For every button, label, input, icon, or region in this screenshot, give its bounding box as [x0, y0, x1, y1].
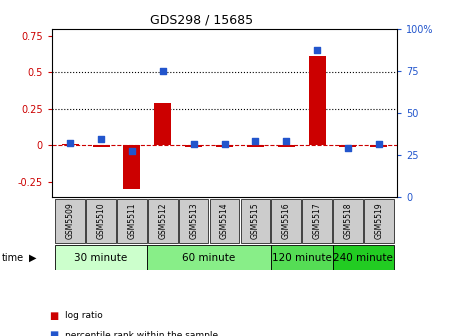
Point — [252, 138, 259, 144]
Bar — [92, 145, 110, 147]
Text: GSM5519: GSM5519 — [374, 203, 383, 239]
FancyBboxPatch shape — [55, 199, 85, 243]
Bar — [370, 145, 387, 147]
Text: GSM5512: GSM5512 — [158, 203, 167, 239]
Text: 120 minute: 120 minute — [272, 253, 332, 263]
Text: 30 minute: 30 minute — [75, 253, 128, 263]
Point — [66, 140, 74, 145]
Text: GSM5518: GSM5518 — [343, 203, 352, 239]
Point — [283, 138, 290, 144]
Point — [221, 142, 228, 147]
Text: GSM5509: GSM5509 — [66, 203, 75, 239]
Text: log ratio: log ratio — [65, 311, 103, 320]
FancyBboxPatch shape — [86, 199, 116, 243]
Bar — [154, 103, 171, 145]
Point — [375, 142, 383, 147]
Bar — [216, 145, 233, 147]
Bar — [278, 145, 295, 147]
Text: ▶: ▶ — [29, 253, 36, 263]
Text: time: time — [2, 253, 24, 263]
Text: GSM5516: GSM5516 — [282, 203, 291, 239]
FancyBboxPatch shape — [55, 245, 147, 270]
FancyBboxPatch shape — [241, 199, 270, 243]
Text: GSM5517: GSM5517 — [313, 203, 321, 239]
Point — [313, 48, 321, 53]
FancyBboxPatch shape — [302, 199, 332, 243]
Point — [190, 142, 197, 147]
Text: GSM5514: GSM5514 — [220, 203, 229, 239]
Text: GSM5511: GSM5511 — [128, 203, 136, 239]
FancyBboxPatch shape — [147, 245, 271, 270]
FancyBboxPatch shape — [117, 199, 147, 243]
Point — [97, 137, 105, 142]
Text: percentile rank within the sample: percentile rank within the sample — [65, 331, 218, 336]
FancyBboxPatch shape — [271, 199, 301, 243]
Point — [344, 145, 352, 151]
FancyBboxPatch shape — [210, 199, 239, 243]
Text: GDS298 / 15685: GDS298 / 15685 — [150, 13, 254, 27]
Text: ■: ■ — [49, 311, 59, 321]
Text: GSM5513: GSM5513 — [189, 203, 198, 239]
Text: 60 minute: 60 minute — [182, 253, 236, 263]
Text: GSM5515: GSM5515 — [251, 203, 260, 239]
Point — [159, 68, 166, 73]
Text: ■: ■ — [49, 330, 59, 336]
Text: 240 minute: 240 minute — [334, 253, 393, 263]
Bar — [123, 145, 141, 189]
FancyBboxPatch shape — [271, 245, 333, 270]
FancyBboxPatch shape — [179, 199, 208, 243]
Bar — [62, 144, 79, 145]
Bar — [308, 56, 326, 145]
Point — [128, 149, 136, 154]
Bar — [247, 145, 264, 147]
FancyBboxPatch shape — [333, 245, 394, 270]
FancyBboxPatch shape — [148, 199, 177, 243]
Text: GSM5510: GSM5510 — [97, 203, 106, 239]
FancyBboxPatch shape — [333, 199, 363, 243]
Bar — [185, 145, 202, 147]
FancyBboxPatch shape — [364, 199, 394, 243]
Bar — [339, 145, 357, 147]
